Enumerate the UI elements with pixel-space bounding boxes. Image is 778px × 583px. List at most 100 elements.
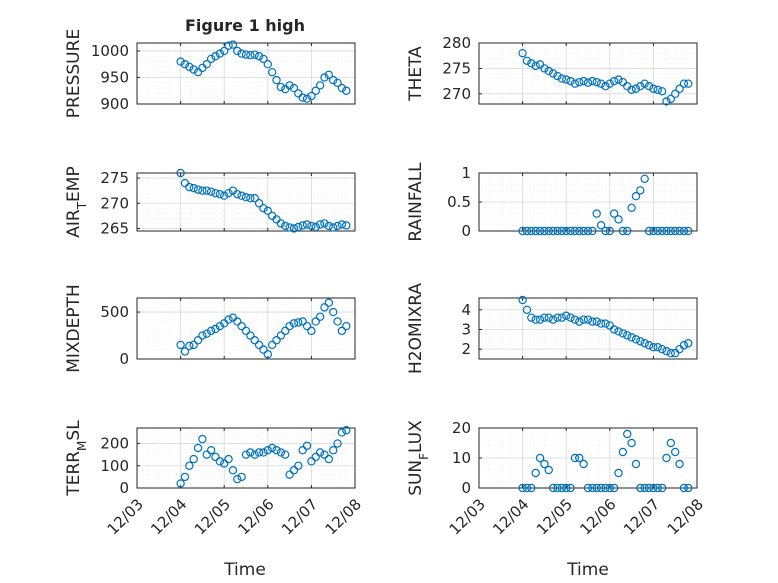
data-point <box>219 459 229 468</box>
y-tick-label: 4 <box>461 301 471 319</box>
data-point <box>557 313 567 322</box>
data-point <box>627 85 636 94</box>
data-point <box>640 483 649 493</box>
data-point <box>596 483 606 493</box>
data-point <box>276 219 286 228</box>
axes-box <box>136 172 356 232</box>
y-axis-label: TERRMSL <box>64 420 89 497</box>
data-point <box>180 60 190 69</box>
data-point <box>329 446 338 455</box>
data-point <box>276 82 286 92</box>
data-point <box>263 350 272 359</box>
data-point <box>601 319 610 328</box>
data-point <box>588 483 597 493</box>
data-point <box>583 315 593 324</box>
data-point <box>570 453 580 463</box>
data-point <box>662 346 671 356</box>
data-point <box>185 182 194 192</box>
data-point <box>522 305 532 315</box>
x-tick-label: 12/07 <box>620 495 663 538</box>
y-tick-label: 2 <box>461 340 471 358</box>
data-point <box>609 483 619 493</box>
axes-box <box>478 42 698 105</box>
data-point <box>614 327 623 336</box>
y-tick-label: 0 <box>461 222 471 240</box>
data-point <box>631 84 641 93</box>
data-point <box>254 448 264 457</box>
data-point <box>276 331 286 340</box>
data-point <box>285 223 294 232</box>
data-point <box>259 448 268 457</box>
axes-box <box>136 42 356 105</box>
data-point <box>596 319 606 328</box>
data-point <box>649 84 658 93</box>
data-point <box>627 333 636 342</box>
data-point <box>241 50 251 59</box>
data-point <box>579 315 588 324</box>
data-point <box>272 75 281 85</box>
data-point <box>553 313 562 322</box>
y-axis-label-subscript: F <box>417 453 431 460</box>
data-point <box>592 77 601 87</box>
data-point <box>202 186 211 195</box>
data-point <box>553 483 562 493</box>
data-point <box>649 483 658 493</box>
data-point <box>623 429 632 439</box>
data-point <box>540 226 549 236</box>
data-point <box>176 168 185 178</box>
y-tick-label: 0 <box>119 350 129 368</box>
data-point <box>219 46 229 56</box>
data-point <box>653 342 662 352</box>
data-point <box>614 75 623 84</box>
data-point <box>259 345 268 354</box>
y-tick-label: 10 <box>452 449 471 467</box>
x-axis-label-right: Time <box>566 560 609 580</box>
data-point <box>315 220 325 229</box>
data-point <box>180 472 190 482</box>
data-point <box>176 479 185 488</box>
data-point <box>566 313 575 322</box>
x-tick-label: 12/06 <box>576 495 619 538</box>
data-point <box>215 189 225 199</box>
y-tick-label: 270 <box>100 194 129 212</box>
y-tick-label: 280 <box>442 34 471 52</box>
data-point <box>298 317 307 326</box>
data-point <box>298 221 307 230</box>
y-tick-label: 270 <box>442 85 471 103</box>
data-point <box>527 226 536 236</box>
data-point <box>601 226 610 236</box>
data-point <box>671 89 680 99</box>
data-point <box>198 434 207 444</box>
data-point <box>267 443 277 453</box>
y-axis-label: AIRTEMP <box>64 166 89 237</box>
data-point <box>562 75 571 84</box>
data-point <box>618 329 628 338</box>
x-tick-label: 12/04 <box>489 495 532 538</box>
data-point <box>653 483 662 493</box>
data-point <box>540 459 549 469</box>
data-point <box>307 457 316 466</box>
data-point <box>263 60 272 69</box>
data-point <box>657 87 667 96</box>
data-point <box>562 311 571 320</box>
data-point <box>294 89 303 98</box>
data-point <box>540 64 549 73</box>
y-axis-label: SUNFLUX <box>406 420 431 496</box>
data-point <box>666 348 676 358</box>
data-point <box>250 336 259 345</box>
y-axis-label: RAINFALL <box>406 162 426 242</box>
data-point <box>640 174 649 183</box>
data-point <box>254 52 264 61</box>
data-point <box>324 70 334 80</box>
data-point <box>522 483 532 493</box>
data-point <box>544 66 553 76</box>
data-point <box>272 336 281 345</box>
data-point <box>666 226 676 236</box>
data-point <box>311 317 320 326</box>
data-point <box>657 226 667 236</box>
data-point <box>644 483 654 493</box>
data-point <box>237 472 246 482</box>
subplot-1: 900 950 1000 PRESSURE <box>64 29 356 118</box>
